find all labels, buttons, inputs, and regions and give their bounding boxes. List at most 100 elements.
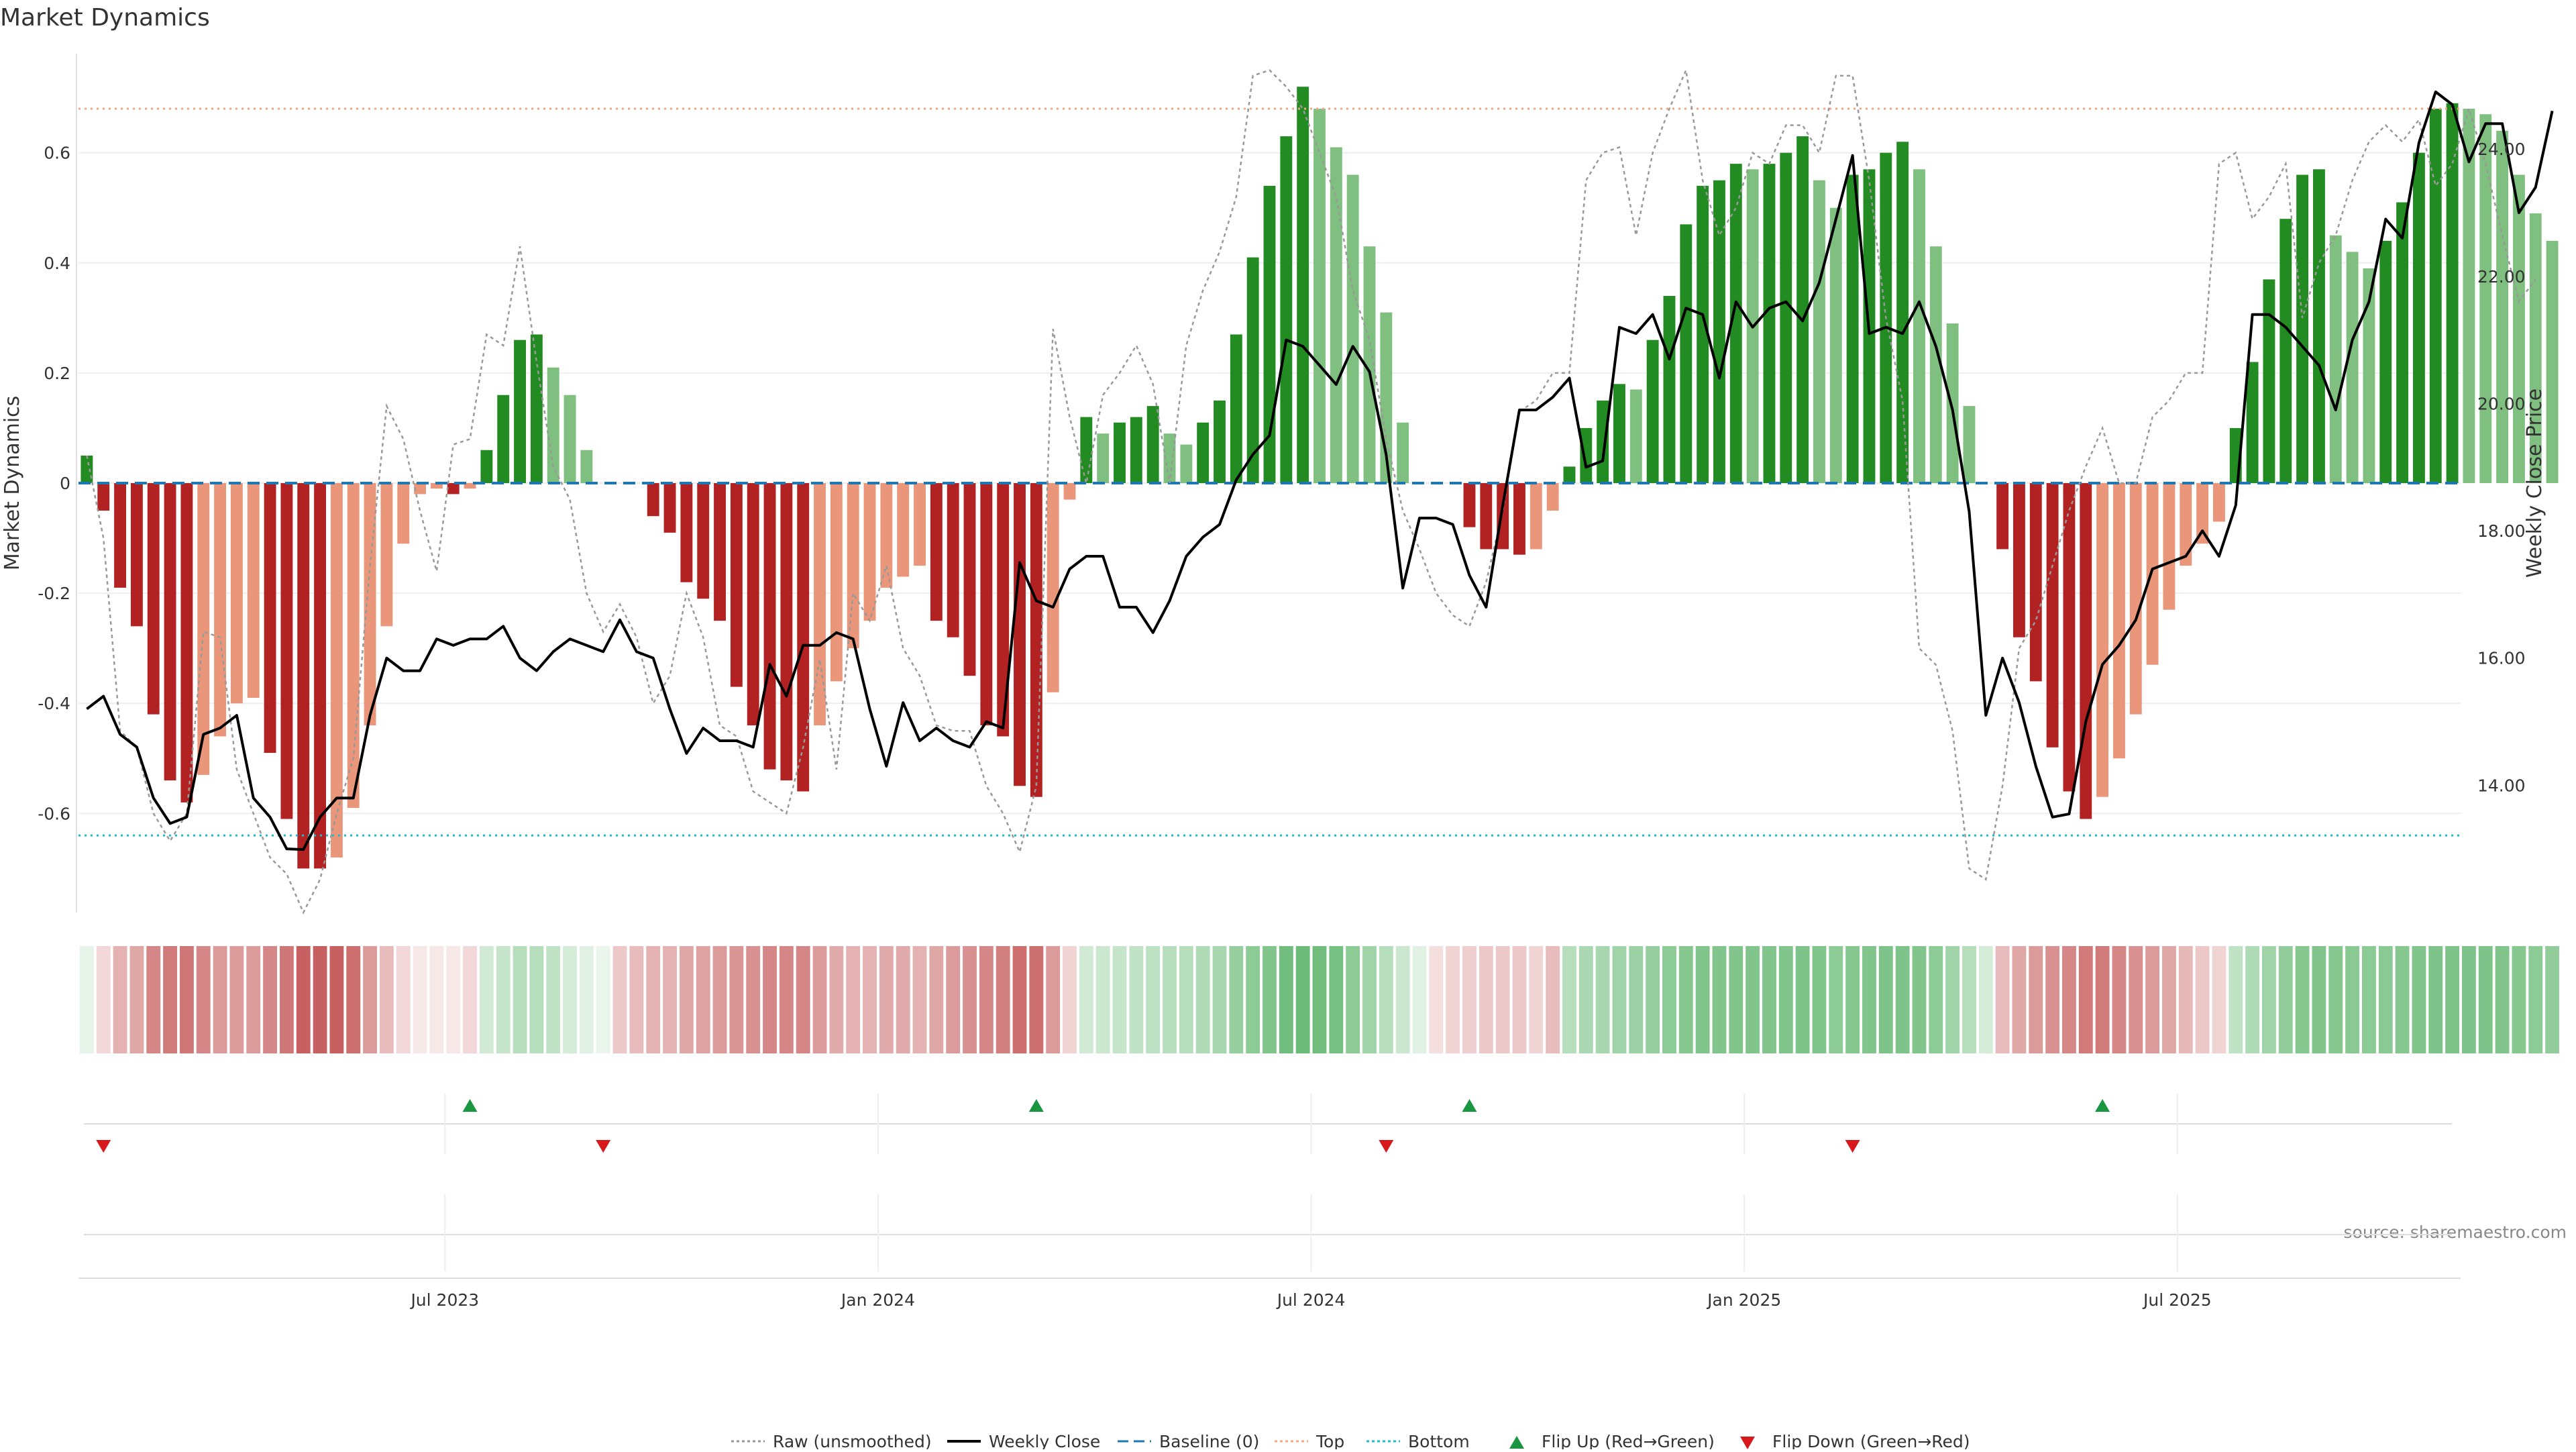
momentum-tile xyxy=(213,946,227,1053)
momentum-tile xyxy=(429,946,444,1053)
momentum-tile xyxy=(2078,946,2093,1053)
right-axis-label: Weekly Close Price xyxy=(2523,388,2546,578)
bar xyxy=(514,340,526,483)
flip-down-marker xyxy=(1845,1140,1860,1153)
momentum-tile xyxy=(1612,946,1627,1053)
left-tick-label: -0.6 xyxy=(38,804,70,823)
bar xyxy=(914,483,926,566)
bar xyxy=(2212,483,2225,522)
momentum-tile xyxy=(829,946,844,1053)
momentum-tile xyxy=(1962,946,1976,1053)
bar xyxy=(1230,334,1242,483)
bar xyxy=(197,483,210,775)
momentum-tile xyxy=(2095,946,2110,1053)
bar xyxy=(1946,323,1959,483)
source-note: source: sharemaestro.com xyxy=(2344,1223,2567,1242)
left-tick-label: 0.2 xyxy=(44,364,70,383)
right-tick-label: 16.00 xyxy=(2477,649,2526,668)
momentum-tile xyxy=(2162,946,2176,1053)
momentum-tile xyxy=(1095,946,1110,1053)
bar xyxy=(2296,174,2309,483)
momentum-tile xyxy=(2178,946,2193,1053)
momentum-tile xyxy=(1063,946,1077,1053)
momentum-tile xyxy=(163,946,178,1053)
bar xyxy=(230,483,243,704)
bar xyxy=(530,334,543,483)
momentum-tile xyxy=(696,946,710,1053)
reference-lines xyxy=(78,107,2461,837)
momentum-tile xyxy=(763,946,777,1053)
bar xyxy=(2479,114,2492,483)
bar xyxy=(164,483,176,781)
bar xyxy=(2396,202,2409,483)
momentum-tile xyxy=(2361,946,2376,1053)
momentum-tile xyxy=(1012,946,1027,1053)
momentum-tile xyxy=(1479,946,1493,1053)
bar xyxy=(2446,103,2459,483)
momentum-tile xyxy=(346,946,361,1053)
momentum-tile xyxy=(1263,946,1277,1053)
momentum-tile xyxy=(2029,946,2043,1053)
legend-label: Weekly Close xyxy=(989,1432,1100,1449)
legend-label: Top xyxy=(1316,1432,1344,1449)
bar xyxy=(380,483,393,627)
bar xyxy=(2146,483,2159,665)
momentum-tile xyxy=(1362,946,1377,1053)
x-tick-label: Jul 2023 xyxy=(409,1290,479,1310)
momentum-tile xyxy=(1912,946,1927,1053)
bar xyxy=(730,483,743,687)
momentum-tile xyxy=(79,946,94,1053)
legend: Raw (unsmoothed) Weekly Close Baseline (0)… xyxy=(731,1432,1970,1451)
bar xyxy=(1846,174,1859,483)
bar xyxy=(814,483,826,726)
bar xyxy=(2329,235,2342,483)
bar xyxy=(1063,483,1076,500)
momentum-tile xyxy=(96,946,111,1053)
momentum-tile xyxy=(1878,946,1893,1053)
flip-down-marker xyxy=(596,1140,611,1153)
momentum-tile xyxy=(363,946,377,1053)
momentum-tile xyxy=(779,946,794,1053)
momentum-tile xyxy=(1462,946,1477,1053)
bar xyxy=(147,483,160,715)
bar xyxy=(2096,483,2109,797)
bar xyxy=(1629,389,1642,483)
bar xyxy=(1913,169,1925,484)
momentum-tile xyxy=(1995,946,2010,1053)
bar xyxy=(1180,444,1193,483)
momentum-tile xyxy=(1712,946,1727,1053)
bar xyxy=(780,483,793,781)
bar xyxy=(564,395,576,483)
momentum-tile xyxy=(946,946,961,1053)
momentum-tile xyxy=(413,946,427,1053)
momentum-tile xyxy=(2012,946,2027,1053)
bar xyxy=(297,483,310,869)
bar xyxy=(863,483,876,621)
legend-marker xyxy=(1509,1436,1524,1449)
flip-up-marker xyxy=(2095,1099,2110,1112)
flip-markers xyxy=(96,1099,2110,1153)
bar xyxy=(2529,213,2542,483)
bar xyxy=(1580,427,1593,483)
bar xyxy=(947,483,959,637)
x-tick-label: Jul 2025 xyxy=(2142,1290,2212,1310)
left-tick-label: 0.4 xyxy=(44,254,70,273)
momentum-tile xyxy=(863,946,877,1053)
bar xyxy=(1613,384,1625,483)
bar xyxy=(1563,466,1576,483)
bar xyxy=(2346,252,2359,483)
bar xyxy=(2063,483,2076,792)
momentum-tile xyxy=(1412,946,1427,1053)
bar xyxy=(2312,169,2325,484)
momentum-tile xyxy=(1695,946,1710,1053)
momentum-tile xyxy=(1295,946,1310,1053)
bar xyxy=(1097,433,1110,483)
bar xyxy=(1163,433,1176,483)
momentum-tile xyxy=(1762,946,1776,1053)
bar xyxy=(1513,483,1525,555)
momentum-tile xyxy=(729,946,744,1053)
bar xyxy=(264,483,276,754)
chart-title: Market Dynamics xyxy=(0,4,210,32)
momentum-tile xyxy=(2195,946,2210,1053)
bar xyxy=(2412,152,2425,483)
